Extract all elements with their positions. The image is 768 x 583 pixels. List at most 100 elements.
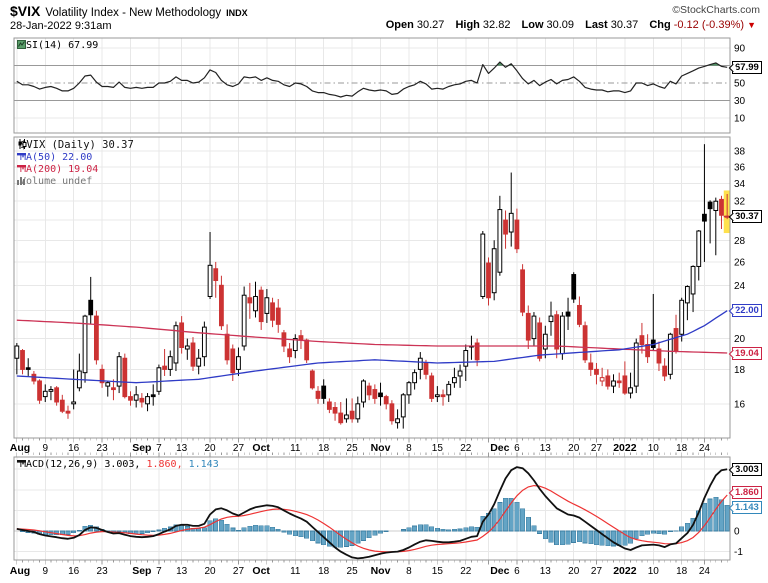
svg-text:18: 18	[318, 443, 330, 454]
svg-text:22: 22	[460, 566, 472, 577]
rsi-value-box: 67.99	[732, 61, 762, 74]
rsi-legend: RSI(14) 67.99	[17, 40, 98, 52]
svg-text:15: 15	[432, 566, 444, 577]
svg-text:13: 13	[176, 443, 188, 454]
svg-text:16: 16	[68, 566, 80, 577]
macd-legend-value: 3.003,	[104, 459, 141, 470]
last-price-box: 30.37	[732, 210, 762, 223]
datetime: 28-Jan-2022 9:31am	[10, 20, 112, 32]
low-value: 30.09	[546, 19, 575, 31]
svg-text:10: 10	[734, 114, 746, 125]
svg-text:22: 22	[460, 443, 472, 454]
svg-text:24: 24	[699, 443, 711, 454]
price-legend-symbol: $VIX (Daily) 30.37	[17, 139, 134, 151]
exchange-label: INDX	[226, 8, 248, 18]
ma200-legend-label: MA(200) 19.04	[20, 164, 99, 175]
ma200-value-box: 19.04	[732, 347, 762, 360]
x-axis-labels-macd: Aug 9 16 23 Sep 7 13 20 27 Oct 11 18 25 Nov 8 15 22 Dec 6 1…	[10, 565, 711, 577]
svg-text:20: 20	[734, 334, 746, 345]
svg-text:2022: 2022	[613, 565, 637, 577]
svg-text:Sep: Sep	[132, 565, 151, 577]
svg-text:11: 11	[290, 566, 301, 577]
volume-legend-label: Volume undef	[20, 176, 93, 187]
svg-text:6: 6	[514, 566, 520, 577]
svg-text:26: 26	[734, 257, 746, 268]
svg-text:7: 7	[156, 566, 162, 577]
svg-text:38: 38	[734, 147, 746, 158]
svg-text:Nov: Nov	[371, 565, 391, 577]
price-legend-volume: Volume undef	[17, 176, 92, 188]
macd-legend-name: MACD(12,26,9)	[20, 459, 99, 470]
svg-text:34: 34	[734, 179, 746, 190]
svg-text:Nov: Nov	[371, 442, 391, 454]
svg-text:2022: 2022	[613, 442, 637, 454]
price-legend-symbol-label: $VIX (Daily) 30.37	[20, 139, 134, 151]
x-axis-labels-main: Aug 9 16 23 Sep 7 13 20 27 Oct 11 18 25 Nov 8 15 22 Dec 6 1…	[10, 442, 711, 454]
ma50-legend-label: MA(50) 22.00	[20, 152, 93, 163]
svg-text:16: 16	[734, 399, 746, 410]
chg-value: -0.12 (-0.39%)	[673, 19, 745, 31]
high-value: 32.82	[482, 19, 511, 31]
svg-text:9: 9	[42, 566, 48, 577]
svg-text:Dec: Dec	[490, 442, 509, 454]
svg-text:Sep: Sep	[132, 442, 151, 454]
svg-text:24: 24	[699, 566, 711, 577]
svg-text:18: 18	[676, 443, 688, 454]
high-label: High	[455, 19, 480, 31]
svg-text:20: 20	[204, 566, 216, 577]
svg-text:15: 15	[432, 443, 444, 454]
rsi-legend-label: RSI(14) 67.99	[20, 40, 99, 51]
svg-text:32: 32	[734, 197, 746, 208]
copyright: ©StockCharts.com	[672, 4, 760, 16]
svg-text:30: 30	[734, 96, 746, 107]
hist-legend-value: 1.143	[188, 459, 219, 470]
svg-text:23: 23	[97, 566, 109, 577]
svg-text:18: 18	[734, 365, 746, 376]
svg-text:16: 16	[68, 443, 80, 454]
svg-text:8: 8	[406, 443, 412, 454]
signal-value-box: 1.860	[732, 486, 762, 499]
svg-text:10: 10	[648, 443, 660, 454]
svg-text:18: 18	[676, 566, 688, 577]
chg-down-icon[interactable]: ▼	[747, 20, 756, 30]
svg-text:Dec: Dec	[490, 565, 509, 577]
signal-legend-value: 1.860,	[146, 459, 183, 470]
svg-text:25: 25	[347, 443, 359, 454]
svg-text:36: 36	[734, 162, 746, 173]
svg-text:27: 27	[233, 443, 245, 454]
svg-text:-1: -1	[734, 547, 743, 558]
macd-panel-plot	[16, 466, 730, 560]
price-legend-ma50: MA(50) 22.00	[17, 152, 92, 164]
svg-text:27: 27	[591, 566, 603, 577]
last-value: 30.37	[610, 19, 639, 31]
svg-text:Aug: Aug	[10, 565, 30, 577]
svg-text:23: 23	[97, 443, 109, 454]
svg-text:Aug: Aug	[10, 442, 30, 454]
svg-text:7: 7	[156, 443, 162, 454]
svg-text:25: 25	[347, 566, 359, 577]
macd-legend: MACD(12,26,9) 3.003, 1.860, 1.143	[17, 459, 219, 471]
svg-text:9: 9	[42, 443, 48, 454]
last-label: Last	[585, 19, 608, 31]
svg-text:13: 13	[540, 443, 552, 454]
open-value: 30.27	[416, 19, 445, 31]
macd-value-box: 3.003	[732, 463, 762, 476]
svg-text:27: 27	[233, 566, 245, 577]
svg-text:6: 6	[514, 443, 520, 454]
svg-text:28: 28	[734, 236, 746, 247]
svg-text:50: 50	[734, 79, 746, 90]
svg-text:10: 10	[648, 566, 660, 577]
svg-text:Oct: Oct	[252, 565, 270, 577]
rsi-panel-plot	[14, 61, 730, 98]
svg-text:20: 20	[568, 443, 580, 454]
price-legend-ma200: MA(200) 19.04	[17, 164, 98, 176]
quote-row: Open 30.27 High 32.82 Low 30.09 Last 30.37 C…	[378, 19, 756, 31]
svg-text:13: 13	[540, 566, 552, 577]
svg-text:20: 20	[204, 443, 216, 454]
svg-text:0: 0	[734, 527, 740, 538]
svg-text:18: 18	[318, 566, 330, 577]
svg-text:8: 8	[406, 566, 412, 577]
hist-value-box: 1.143	[732, 501, 762, 514]
